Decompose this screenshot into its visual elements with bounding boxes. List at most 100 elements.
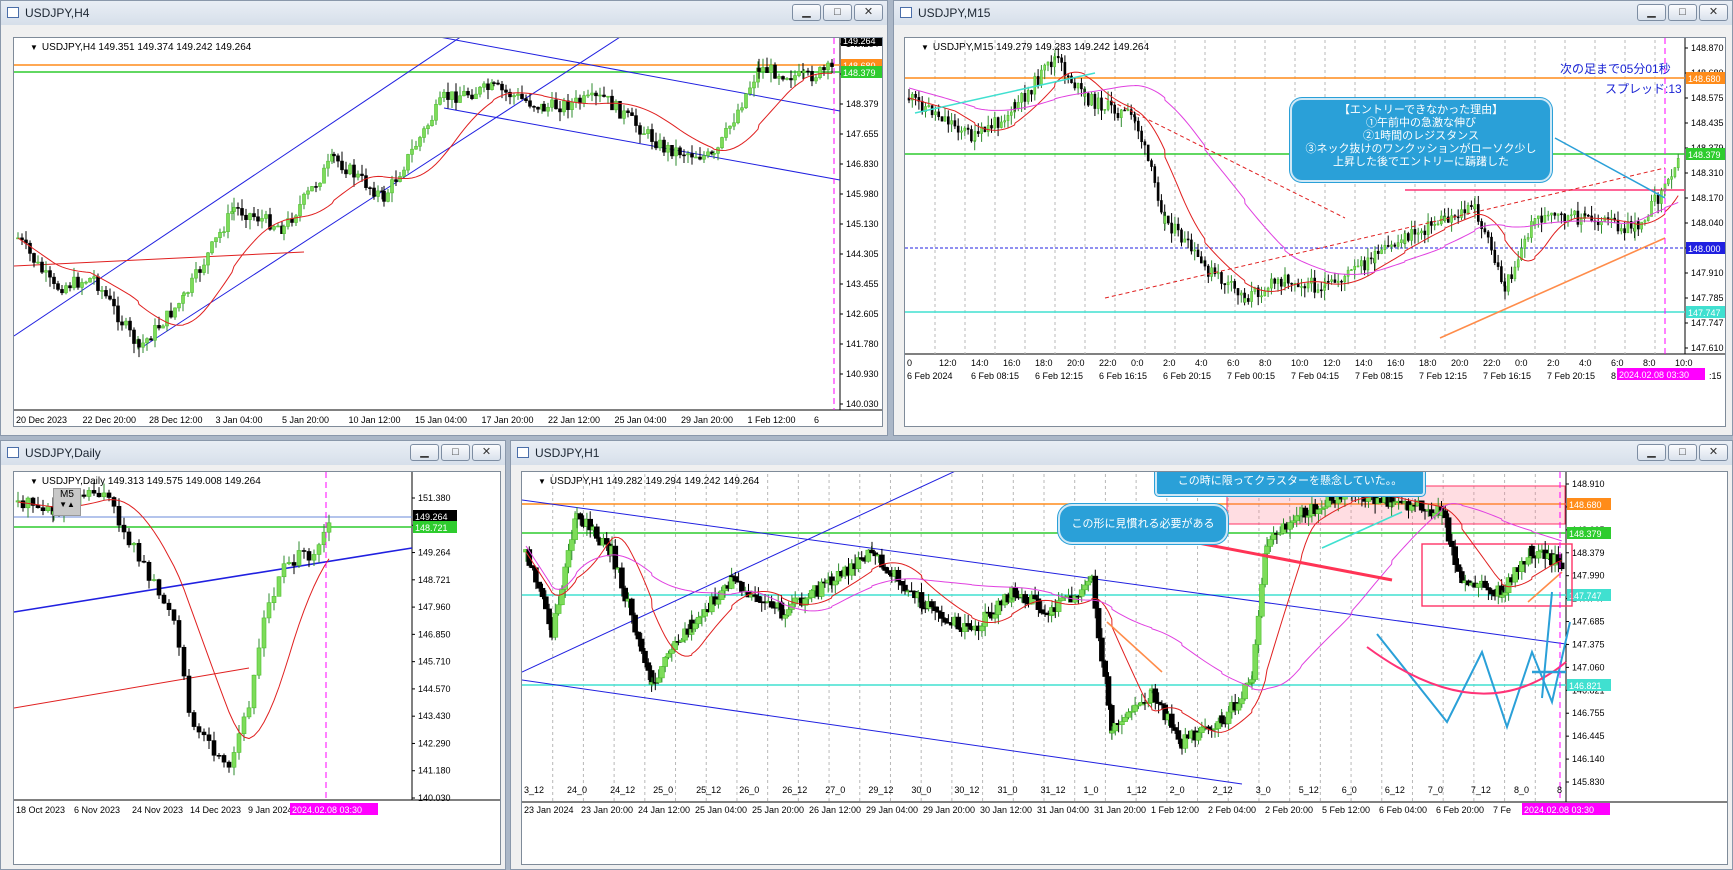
time-label: 6 Feb 20:00 [1436,805,1484,815]
candle-body [1566,215,1570,223]
price-label: 143.455 [846,279,879,289]
window-m15[interactable]: USDJPY,M15 ▁ □ ✕ ▼ USDJPY,M15 149.279 149… [893,0,1733,436]
title-bar[interactable]: USDJPY,H4 ▁ □ ✕ [1,1,887,25]
candle-body [386,192,390,202]
close-button[interactable]: ✕ [854,4,883,21]
minimize-button[interactable]: ▁ [792,4,821,21]
callout-line: 上昇した後でエントリーに躊躇した [1333,156,1509,168]
candle-body [629,598,635,616]
window-h1[interactable]: USDJPY,H1 ▁ □ ✕ ▼ USDJPY,H1 149.282 149.2… [510,440,1733,870]
price-label: 147.685 [1572,617,1605,627]
candle-body [96,492,102,498]
price-label: 146.830 [846,159,879,169]
time-label-top: 25_12 [696,785,721,795]
candle-body [702,609,708,617]
candle-body [1383,245,1387,251]
minimize-button[interactable]: ▁ [1637,4,1666,21]
maximize-button[interactable]: □ [823,4,852,21]
time-label: 22 Jan 12:00 [548,415,600,425]
candle-body [1646,216,1650,221]
chart-area[interactable]: ▼ USDJPY,M15 149.279 149.283 149.242 149.… [904,37,1726,427]
price-tag-bg [1567,527,1611,539]
candle-body [669,649,675,654]
maximize-button[interactable]: □ [441,444,470,461]
candle-body [940,116,944,122]
maximize-button[interactable]: □ [1668,444,1697,461]
timeframe-widget[interactable]: M5 ▼▲ [53,488,81,516]
candle-body [630,112,634,116]
candle-body [724,128,728,138]
time-label-top: 6:0 [1227,358,1240,368]
price-label: 147.747 [1691,318,1724,328]
chart-area[interactable]: ▼ USDJPY,Daily 149.313 149.575 149.008 14… [13,471,501,865]
candle-body [970,129,973,142]
candle-body [769,64,773,73]
price-tag: 147.747 [1688,308,1721,318]
candle-body [1643,220,1647,223]
candle-body [1122,717,1129,722]
candle-body [1428,509,1435,517]
candle-body [946,116,950,125]
candle-body [216,754,222,757]
candle-body [781,76,785,80]
candle-body [376,190,380,197]
moving-average-magenta [525,503,1562,691]
time-label: 3 Jan 04:00 [216,415,263,425]
price-label: 147.910 [1691,268,1724,278]
time-label-top: 7_12 [1471,785,1491,795]
window-daily[interactable]: USDJPY,Daily ▁ □ ✕ ▼ USDJPY,Daily 149.313… [0,440,506,870]
time-label-top: 8:0 [1259,358,1272,368]
candle-body [268,214,272,230]
chart-area[interactable]: ▼ USDJPY,H1 149.282 149.294 149.242 149.2… [521,471,1728,865]
maximize-button[interactable]: □ [1668,4,1697,21]
candle-body [326,160,330,169]
arrow-buttons-icon[interactable]: ▼▲ [59,500,75,509]
candle-body [642,133,646,135]
minimize-button[interactable]: ▁ [1637,444,1666,461]
price-label: 148.435 [1691,118,1724,128]
candle-body [902,584,908,592]
candle-body [1212,728,1218,730]
minimize-button[interactable]: ▁ [410,444,439,461]
candle-body [1087,93,1090,106]
candle-body [1279,278,1283,287]
candle-body [276,225,280,228]
candle-body [310,186,314,192]
chart-area[interactable]: ▼ USDJPY,H4 149.351 149.374 149.242 149.2… [13,37,883,427]
candle-body [306,190,310,195]
time-label-top: 3_0 [1256,785,1271,795]
candle-body [995,600,1002,615]
candle-body [1418,500,1425,511]
close-button[interactable]: ✕ [472,444,501,461]
candle-body [348,164,352,175]
title-bar[interactable]: USDJPY,H1 ▁ □ ✕ [511,441,1732,465]
candle-body [356,173,360,178]
close-button[interactable]: ✕ [1699,444,1728,461]
candle-body [1220,272,1223,284]
title-bar[interactable]: USDJPY,Daily ▁ □ ✕ [1,441,505,465]
title-bar[interactable]: USDJPY,M15 ▁ □ ✕ [894,1,1732,25]
candle-body [962,623,968,632]
candle-body [1366,257,1370,271]
candle-body [72,276,76,289]
candle-body [86,490,92,497]
candle-body [418,137,422,147]
candle-body [554,99,558,110]
candle-body [261,617,267,649]
candle-body [618,100,622,119]
close-button[interactable]: ✕ [1699,4,1728,21]
candle-body [276,576,282,597]
candle-body [1163,215,1167,224]
candle-body [20,500,26,509]
candle-body [1213,267,1217,275]
candle-body [256,216,260,222]
window-h4[interactable]: USDJPY,H4 ▁ □ ✕ ▼ USDJPY,H4 149.351 149.3… [0,0,888,436]
time-label-top: 4:0 [1579,358,1592,368]
candle-body [44,270,48,273]
candle-body [201,731,207,736]
time-label-top: 8 [1557,785,1562,795]
candle-body [1239,292,1243,296]
candle-body [454,91,458,103]
candle-body [1242,684,1248,700]
candle-body [406,154,410,171]
